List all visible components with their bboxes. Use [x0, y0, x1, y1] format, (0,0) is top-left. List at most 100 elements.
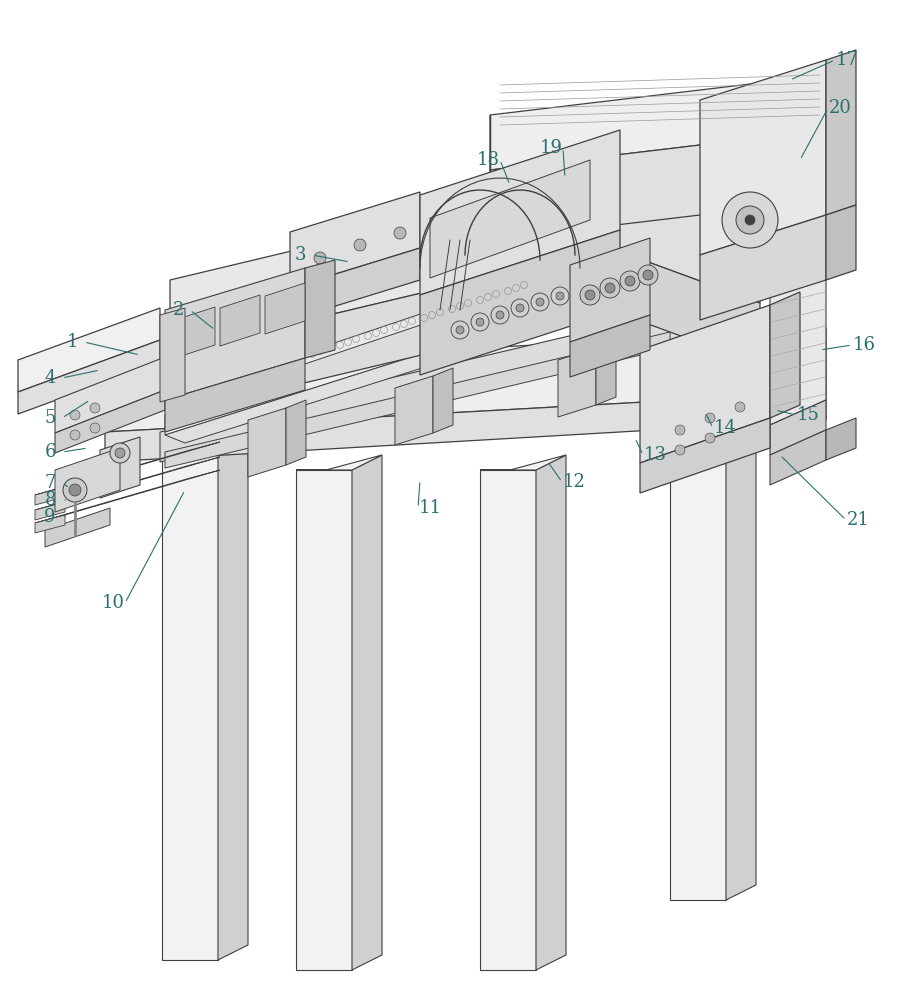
Circle shape: [491, 306, 509, 324]
Polygon shape: [55, 357, 165, 433]
Circle shape: [625, 276, 635, 286]
Text: 20: 20: [829, 99, 852, 117]
Text: 17: 17: [835, 51, 858, 69]
Circle shape: [705, 413, 715, 423]
Polygon shape: [265, 283, 305, 334]
Polygon shape: [165, 310, 580, 443]
Polygon shape: [420, 130, 620, 295]
Polygon shape: [35, 442, 220, 495]
Text: 12: 12: [562, 473, 585, 491]
Circle shape: [551, 287, 569, 305]
Polygon shape: [430, 160, 590, 278]
Polygon shape: [218, 435, 248, 960]
Circle shape: [722, 192, 778, 248]
Polygon shape: [290, 248, 420, 320]
Text: 9: 9: [44, 508, 56, 526]
Polygon shape: [490, 75, 826, 170]
Text: 2: 2: [173, 301, 184, 319]
Polygon shape: [640, 418, 770, 493]
Circle shape: [115, 448, 125, 458]
Text: 7: 7: [45, 474, 56, 492]
Text: 21: 21: [846, 511, 869, 529]
Circle shape: [705, 433, 715, 443]
Circle shape: [496, 311, 504, 319]
Polygon shape: [35, 502, 65, 520]
Polygon shape: [55, 390, 165, 453]
Polygon shape: [395, 376, 433, 445]
Polygon shape: [18, 308, 160, 392]
Circle shape: [745, 215, 755, 225]
Circle shape: [476, 318, 484, 326]
Text: 6: 6: [44, 443, 56, 461]
Polygon shape: [105, 328, 826, 432]
Circle shape: [580, 285, 600, 305]
Text: 18: 18: [477, 151, 499, 169]
Polygon shape: [35, 515, 65, 533]
Text: 8: 8: [44, 491, 56, 509]
Text: 19: 19: [540, 139, 562, 157]
Circle shape: [620, 271, 640, 291]
Polygon shape: [286, 400, 306, 465]
Polygon shape: [18, 340, 160, 414]
Polygon shape: [165, 332, 670, 468]
Polygon shape: [45, 508, 110, 547]
Polygon shape: [100, 437, 140, 498]
Circle shape: [511, 299, 529, 317]
Text: 3: 3: [294, 246, 306, 264]
Circle shape: [90, 403, 100, 413]
Polygon shape: [162, 450, 218, 960]
Polygon shape: [180, 272, 560, 401]
Polygon shape: [480, 470, 536, 970]
Polygon shape: [175, 307, 215, 358]
Polygon shape: [162, 435, 248, 450]
Polygon shape: [35, 457, 220, 510]
Circle shape: [70, 410, 80, 420]
Polygon shape: [610, 175, 760, 303]
Polygon shape: [670, 415, 756, 430]
Text: 5: 5: [45, 409, 56, 427]
Text: 11: 11: [418, 499, 442, 517]
Circle shape: [394, 227, 406, 239]
Circle shape: [531, 293, 549, 311]
Polygon shape: [55, 448, 120, 512]
Circle shape: [456, 326, 464, 334]
Polygon shape: [570, 238, 650, 342]
Polygon shape: [770, 270, 826, 425]
Circle shape: [70, 430, 80, 440]
Polygon shape: [490, 130, 826, 240]
Polygon shape: [160, 308, 185, 402]
Text: 4: 4: [45, 369, 56, 387]
Circle shape: [605, 283, 615, 293]
Polygon shape: [826, 50, 856, 215]
Polygon shape: [770, 430, 826, 485]
Polygon shape: [290, 192, 420, 288]
Circle shape: [556, 292, 564, 300]
Circle shape: [63, 478, 87, 502]
Circle shape: [451, 321, 469, 339]
Circle shape: [600, 278, 620, 298]
Polygon shape: [433, 368, 453, 433]
Polygon shape: [536, 455, 566, 970]
Polygon shape: [480, 455, 566, 470]
Polygon shape: [826, 205, 856, 280]
Polygon shape: [670, 430, 726, 900]
Text: 1: 1: [67, 333, 78, 351]
Polygon shape: [596, 340, 616, 405]
Polygon shape: [420, 230, 620, 375]
Polygon shape: [826, 418, 856, 460]
Circle shape: [516, 304, 524, 312]
Polygon shape: [220, 295, 260, 346]
Polygon shape: [165, 358, 305, 432]
Polygon shape: [35, 470, 220, 523]
Circle shape: [585, 290, 595, 300]
Polygon shape: [296, 470, 352, 970]
Polygon shape: [160, 310, 680, 462]
Polygon shape: [305, 260, 335, 358]
Polygon shape: [170, 248, 610, 415]
Polygon shape: [352, 455, 382, 970]
Circle shape: [675, 425, 685, 435]
Polygon shape: [700, 60, 826, 255]
Polygon shape: [726, 415, 756, 900]
Text: 16: 16: [853, 336, 876, 354]
Polygon shape: [610, 248, 760, 365]
